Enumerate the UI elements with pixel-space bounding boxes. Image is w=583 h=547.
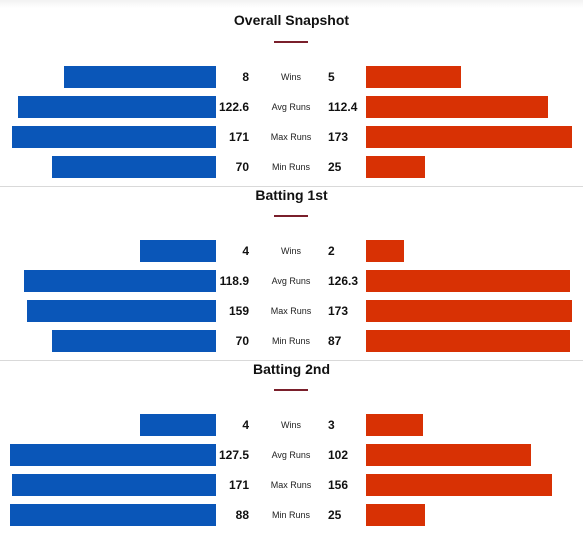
bar-left-min-runs bbox=[52, 156, 216, 178]
value-right: 87 bbox=[328, 334, 342, 348]
bar-left-wins bbox=[139, 240, 216, 262]
bar-left-avg-runs bbox=[10, 444, 216, 466]
bar-left-wins bbox=[63, 66, 216, 88]
metric-label: Wins bbox=[281, 246, 301, 256]
value-left: 159 bbox=[228, 304, 249, 318]
value-right: 102 bbox=[328, 448, 349, 462]
bar-left-min-runs bbox=[52, 330, 216, 352]
value-left: 127.5 bbox=[218, 448, 249, 462]
metric-label: Max Runs bbox=[270, 306, 312, 316]
metric-label: Wins bbox=[281, 72, 301, 82]
value-right: 5 bbox=[328, 70, 335, 84]
bar-left-max-runs bbox=[26, 300, 216, 322]
value-left: 70 bbox=[235, 334, 249, 348]
top-shadow bbox=[0, 0, 583, 8]
bar-right-max-runs bbox=[366, 300, 572, 322]
bar-right-min-runs bbox=[366, 156, 425, 178]
title-underline bbox=[274, 389, 308, 391]
bar-right-wins bbox=[366, 66, 462, 88]
title-underline bbox=[274, 41, 308, 43]
bar-left-wins bbox=[139, 414, 216, 436]
bar-left-max-runs bbox=[12, 126, 216, 148]
section-divider bbox=[0, 360, 583, 361]
bar-right-max-runs bbox=[366, 126, 572, 148]
bar-right-min-runs bbox=[366, 330, 570, 352]
value-left: 88 bbox=[235, 508, 249, 522]
metric-label: Max Runs bbox=[270, 132, 312, 142]
value-left: 8 bbox=[242, 70, 249, 84]
section-title: Batting 1st bbox=[255, 187, 328, 203]
bar-right-avg-runs bbox=[366, 270, 571, 292]
bar-left-avg-runs bbox=[23, 270, 216, 292]
value-left: 171 bbox=[228, 478, 249, 492]
metric-label: Min Runs bbox=[271, 510, 310, 520]
section-title: Batting 2nd bbox=[253, 361, 330, 377]
bar-right-wins bbox=[366, 414, 424, 436]
value-right: 126.3 bbox=[328, 274, 359, 288]
value-left: 70 bbox=[235, 160, 249, 174]
value-right: 25 bbox=[328, 160, 342, 174]
bar-right-min-runs bbox=[366, 504, 425, 526]
metric-label: Avg Runs bbox=[271, 276, 311, 286]
section-divider bbox=[0, 186, 583, 187]
value-right: 3 bbox=[328, 418, 335, 432]
value-left: 171 bbox=[228, 130, 249, 144]
metric-label: Max Runs bbox=[270, 480, 312, 490]
value-right: 173 bbox=[328, 130, 349, 144]
value-right: 112.4 bbox=[328, 100, 358, 114]
bar-right-max-runs bbox=[366, 474, 552, 496]
section-title: Overall Snapshot bbox=[233, 12, 350, 28]
title-underline bbox=[274, 215, 308, 217]
bar-left-max-runs bbox=[12, 474, 216, 496]
bar-right-avg-runs bbox=[366, 96, 548, 118]
value-right: 173 bbox=[328, 304, 349, 318]
value-left: 4 bbox=[242, 418, 249, 432]
bar-left-avg-runs bbox=[17, 96, 216, 118]
metric-label: Avg Runs bbox=[271, 450, 311, 460]
value-right: 156 bbox=[328, 478, 349, 492]
bar-left-min-runs bbox=[10, 504, 216, 526]
value-left: 122.6 bbox=[218, 100, 249, 114]
bar-right-avg-runs bbox=[366, 444, 531, 466]
metric-label: Min Runs bbox=[271, 162, 310, 172]
metric-label: Min Runs bbox=[271, 336, 310, 346]
value-left: 4 bbox=[242, 244, 249, 258]
bar-right-wins bbox=[366, 240, 405, 262]
value-right: 2 bbox=[328, 244, 335, 258]
metric-label: Wins bbox=[281, 420, 301, 430]
metric-label: Avg Runs bbox=[271, 102, 311, 112]
value-left: 118.9 bbox=[219, 274, 249, 288]
value-right: 25 bbox=[328, 508, 342, 522]
